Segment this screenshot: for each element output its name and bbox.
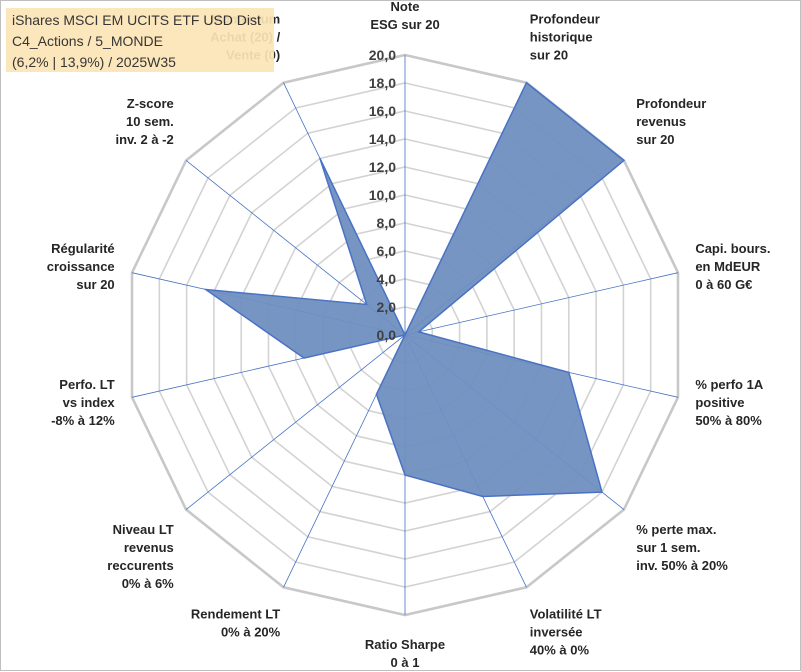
title-line-3: (6,2% | 13,9%) / 2025W35 bbox=[12, 54, 176, 70]
category-label-8-1: 0% à 20% bbox=[221, 625, 281, 640]
category-label-5-2: inv. 50% à 20% bbox=[636, 558, 728, 573]
category-label-9-2: reccurents bbox=[107, 558, 173, 573]
category-label-11-0: Régularité bbox=[51, 241, 115, 256]
category-label-4-2: 50% à 80% bbox=[695, 413, 762, 428]
category-label-3-0: Capi. bours. bbox=[695, 241, 770, 256]
category-label-3-1: en MdEUR bbox=[695, 259, 761, 274]
category-labels: Note ESG sur 20 Profondeur historique sur 20… bbox=[47, 1, 771, 670]
category-label-6-1: inversée bbox=[530, 625, 583, 640]
category-label-5-1: sur 1 sem. bbox=[636, 540, 700, 555]
category-label-2-2: sur 20 bbox=[636, 132, 674, 147]
category-label-9-3: 0% à 6% bbox=[122, 576, 174, 591]
category-label-10-2: -8% à 12% bbox=[51, 413, 115, 428]
category-label-6-0: Volatilité LT bbox=[530, 607, 602, 622]
axis-line-3 bbox=[404, 272, 679, 336]
category-label-3-2: 0 à 60 G€ bbox=[695, 277, 752, 292]
series-layer bbox=[202, 81, 626, 498]
category-label-4-1: positive bbox=[695, 395, 744, 410]
category-label-4-0: % perfo 1A bbox=[695, 377, 764, 392]
title-line-1: iShares MSCI EM UCITS ETF USD Dist bbox=[12, 12, 261, 28]
category-label-7-0: Ratio Sharpe bbox=[365, 637, 445, 652]
category-label-0-1: ESG sur 20 bbox=[370, 17, 439, 32]
chart-title-box: iShares MSCI EM UCITS ETF USD Dist C4_Ac… bbox=[6, 8, 274, 72]
category-label-1-2: sur 20 bbox=[530, 47, 568, 62]
tick-label-9: 18,0 bbox=[369, 75, 396, 91]
category-label-0-0: Note bbox=[391, 1, 420, 14]
category-label-12-0: Z-score bbox=[127, 96, 174, 111]
tick-labels: 0,0 2,0 4,0 6,0 8,0 10,0 12,0 14,0 16,0 18,0 20,0 bbox=[369, 47, 396, 343]
tick-label-0: 0,0 bbox=[377, 327, 397, 343]
category-label-11-2: sur 20 bbox=[76, 277, 114, 292]
tick-label-8: 16,0 bbox=[369, 103, 396, 119]
category-label-10-0: Perfo. LT bbox=[59, 377, 114, 392]
axis-line-9 bbox=[185, 334, 406, 510]
category-label-1-0: Profondeur bbox=[530, 11, 600, 26]
tick-label-2: 4,0 bbox=[377, 271, 397, 287]
category-label-12-1: 10 sem. bbox=[126, 114, 174, 129]
tick-label-4: 8,0 bbox=[377, 215, 397, 231]
category-label-11-1: croissance bbox=[47, 259, 115, 274]
category-label-7-1: 0 à 1 bbox=[391, 655, 420, 670]
category-label-2-0: Profondeur bbox=[636, 96, 706, 111]
category-label-2-1: revenus bbox=[636, 114, 686, 129]
category-label-12-2: inv. 2 à -2 bbox=[115, 132, 173, 147]
tick-label-7: 14,0 bbox=[369, 131, 396, 147]
series-area bbox=[202, 81, 626, 498]
category-label-1-1: historique bbox=[530, 29, 593, 44]
category-label-9-0: Niveau LT bbox=[113, 522, 174, 537]
category-label-6-2: 40% à 0% bbox=[530, 643, 590, 658]
category-label-10-1: vs index bbox=[63, 395, 116, 410]
title-line-2: C4_Actions / 5_MONDE bbox=[12, 33, 163, 49]
tick-label-1: 2,0 bbox=[377, 299, 397, 315]
category-label-9-1: revenus bbox=[124, 540, 174, 555]
tick-label-6: 12,0 bbox=[369, 159, 396, 175]
category-label-5-0: % perte max. bbox=[636, 522, 716, 537]
category-label-8-0: Rendement LT bbox=[191, 607, 280, 622]
tick-label-10: 20,0 bbox=[369, 47, 396, 63]
tick-label-5: 10,0 bbox=[369, 187, 396, 203]
tick-label-3: 6,0 bbox=[377, 243, 397, 259]
